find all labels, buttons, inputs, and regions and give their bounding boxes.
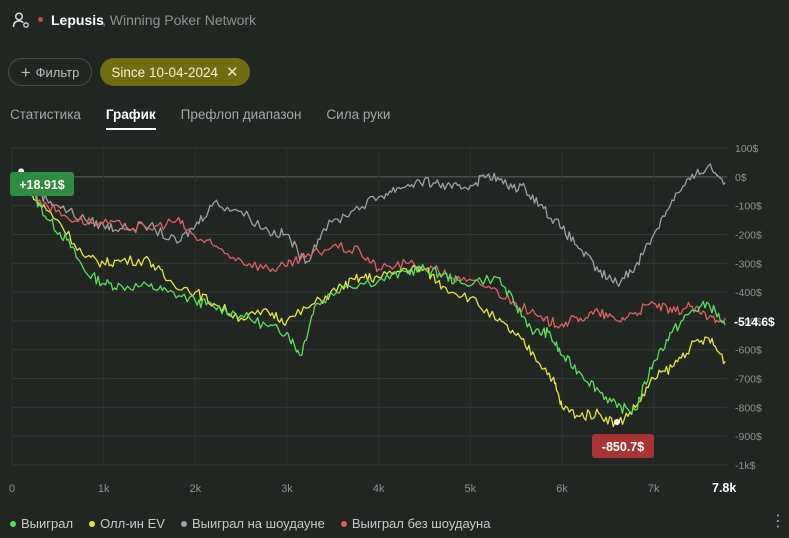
y-tick-label: -200$ [735,229,762,241]
series-line-won[interactable] [11,170,726,415]
legend-item-non-showdown[interactable]: Выиграл без шоудауна [340,516,491,531]
profit-chart[interactable]: 100$ 0$ -100$ -200$ -300$ -400$ -500$ -600$ -700… [0,140,789,505]
legend-dot-icon [10,520,16,527]
legend-label: Выиграл на шоудауне [191,516,325,531]
x-tick-label: 6k [556,483,568,495]
x-tick-label: 4k [373,483,385,495]
y-tick-label: 0$ [735,172,747,184]
y-tick-label: -700$ [735,374,762,386]
legend-label: Выиграл без шоудауна [351,516,491,531]
legend-label: Олл-ин EV [100,516,165,531]
tab-hand-strength[interactable]: Сила руки [326,107,391,122]
legend-item-allin-ev[interactable]: Олл-ин EV [89,516,165,531]
max-label: +18.91$ [19,178,65,192]
x-tick-label: 3k [281,483,293,495]
legend-item-showdown[interactable]: Выиграл на шоудауне [180,516,325,531]
more-menu-icon[interactable]: ⋮ [770,513,786,530]
legend-dot-icon [89,520,96,527]
y-tick-label: -800$ [735,402,762,414]
min-label: -850.7$ [602,440,644,454]
chart-legend: Выиграл Олл-ин EV Выиграл на шоудауне Вы… [10,516,490,531]
filter-button[interactable]: + Фильтр [8,58,92,86]
final-value-label: -514.6$ [734,315,775,329]
legend-dot-icon [340,520,347,527]
plus-icon: + [20,62,31,82]
network-name: , Winning Poker Network [102,12,257,28]
y-tick-label: -600$ [735,345,762,357]
x-tick-label: 0 [9,483,15,495]
tab-bar: Статистика График Префлоп диапазон Сила … [10,107,390,130]
x-end-label: 7.8k [712,481,736,495]
series-line-allin-ev[interactable] [11,173,726,428]
status-dot-icon [38,17,43,22]
legend-dot-icon [180,520,187,527]
tab-preflop-range[interactable]: Префлоп диапазон [180,107,302,122]
max-label-box [10,172,74,196]
player-name[interactable]: Lepusis [51,12,104,28]
user-settings-icon[interactable] [12,11,30,29]
x-tick-label: 7k [648,483,660,495]
filter-label: Фильтр [35,64,80,80]
y-tick-label: -500$ [735,316,762,328]
y-tick-label: 100$ [735,143,759,155]
y-tick-label: -100$ [735,201,762,213]
tab-graph[interactable]: График [105,107,156,130]
x-tick-label: 5k [465,483,477,495]
tab-statistics[interactable]: Статистика [10,107,81,122]
series-line-showdown[interactable] [11,163,726,288]
date-filter-label: Since 10-04-2024 [111,64,218,80]
legend-item-won[interactable]: Выиграл [10,516,73,531]
x-tick-label: 2k [190,483,202,495]
date-filter-chip[interactable]: Since 10-04-2024 ✕ [100,58,250,86]
min-label-box [592,434,654,458]
y-tick-label: -400$ [735,287,762,299]
top-bar: Lepusis , Winning Poker Network [0,0,789,40]
remove-filter-icon[interactable]: ✕ [226,64,239,81]
min-marker [614,418,620,425]
series-line-non-showdown[interactable] [11,173,726,329]
y-tick-label: -300$ [735,258,762,270]
y-tick-label: -1k$ [735,460,756,472]
y-tick-label: -900$ [735,431,762,443]
legend-label: Выиграл [21,516,74,531]
x-tick-label: 1k [98,483,110,495]
